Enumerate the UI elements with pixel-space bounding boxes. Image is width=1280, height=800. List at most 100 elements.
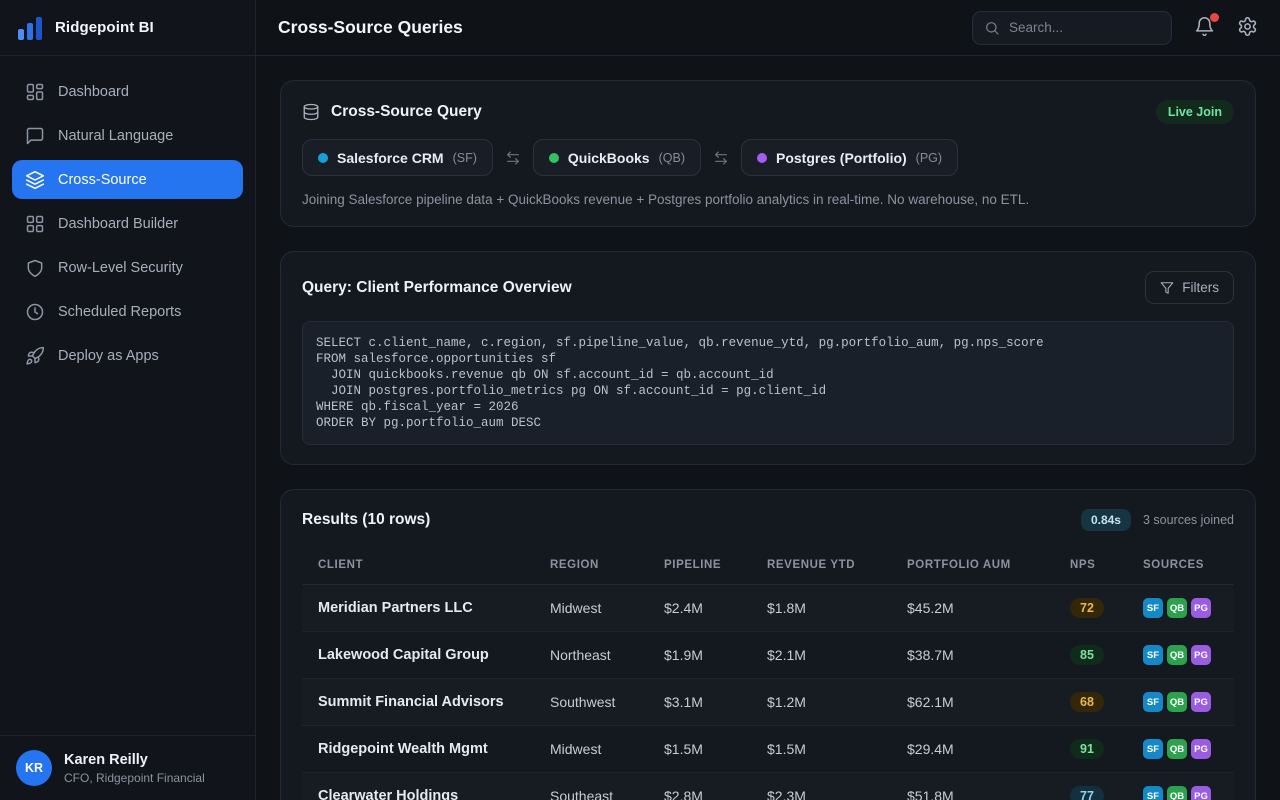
sidebar-item-label: Deploy as Apps [58, 347, 159, 364]
column-header: PIPELINE [664, 558, 722, 571]
page-title: Cross-Source Queries [278, 17, 463, 37]
nps-badge: 91 [1070, 739, 1104, 759]
clock-icon [25, 302, 45, 322]
source-dot [318, 152, 328, 163]
grid-icon [25, 214, 45, 234]
column-header: REGION [550, 558, 599, 571]
sidebar-item-label: Scheduled Reports [58, 303, 182, 320]
sidebar-item-row-level-security[interactable]: Row-Level Security [12, 248, 243, 287]
cross-source-query-card: Cross-Source Query Live Join Salesforce … [280, 80, 1256, 227]
settings-button[interactable] [1237, 16, 1258, 40]
cell-portfolio-aum: $62.1M [907, 694, 954, 710]
column-header: NPS [1070, 558, 1096, 571]
column-header: CLIENT [318, 558, 364, 571]
search-box[interactable] [972, 10, 1172, 45]
join-description: Joining Salesforce pipeline data + Quick… [302, 192, 1030, 207]
table-header-row: CLIENT REGION PIPELINE REVENUE YTD PORTFOLIO… [302, 545, 1234, 585]
cell-region: Southeast [550, 788, 614, 800]
cell-revenue-ytd: $2.1M [767, 647, 806, 663]
sidebar-item-natural-language[interactable]: Natural Language [12, 116, 243, 155]
cell-revenue-ytd: $1.5M [767, 741, 806, 757]
gear-icon [1237, 16, 1258, 37]
bar-chart-icon [18, 16, 44, 40]
sql-query-card: Query: Client Performance Overview Filte… [280, 251, 1256, 465]
source-badge-qb: QB [1167, 739, 1187, 759]
results-table: CLIENT REGION PIPELINE REVENUE YTD PORTFOLIO… [302, 545, 1234, 800]
source-badge-qb: QB [1167, 692, 1187, 712]
sidebar-item-deploy-as-apps[interactable]: Deploy as Apps [12, 336, 243, 375]
cell-region: Southwest [550, 694, 616, 710]
cell-revenue-ytd: $1.2M [767, 694, 806, 710]
table-row[interactable]: Summit Financial Advisors Southwest $3.1M $… [302, 679, 1234, 726]
layers-icon [25, 170, 45, 190]
source-badge-pg: PG [1191, 786, 1211, 800]
source-code: (PG) [915, 150, 943, 165]
source-badge-pg: PG [1191, 692, 1211, 712]
user-name: Karen Reilly [64, 751, 148, 768]
sidebar-item-dashboard[interactable]: Dashboard [12, 72, 243, 111]
cell-region: Northeast [550, 647, 611, 663]
filters-button[interactable]: Filters [1145, 271, 1234, 304]
sidebar-item-cross-source[interactable]: Cross-Source [12, 160, 243, 199]
table-row[interactable]: Clearwater Holdings Southeast $2.8M $2.3M $5… [302, 773, 1234, 800]
search-input[interactable] [1009, 20, 1160, 35]
table-row[interactable]: Meridian Partners LLC Midwest $2.4M $1.8M $4… [302, 585, 1234, 632]
source-dot [757, 152, 767, 163]
bell-icon [1194, 16, 1215, 37]
sidebar-item-label: Cross-Source [58, 171, 147, 188]
user-role: CFO, Ridgepoint Financial [64, 771, 205, 786]
content: Cross-Source Query Live Join Salesforce … [256, 56, 1280, 800]
sql-code: SELECT c.client_name, c.region, sf.pipel… [316, 336, 1044, 430]
shield-icon [25, 258, 45, 278]
user-profile[interactable]: KR Karen Reilly CFO, Ridgepoint Financia… [0, 735, 255, 800]
sidebar-item-scheduled-reports[interactable]: Scheduled Reports [12, 292, 243, 331]
source-chips: Salesforce CRM (SF) QuickBooks (QB) Postgres… [302, 139, 1234, 176]
results-title: Results (10 rows) [302, 511, 431, 528]
card-title: Cross-Source Query [331, 103, 482, 120]
results-card: Results (10 rows) 0.84s 3 sources joined… [280, 489, 1256, 800]
source-badge-qb: QB [1167, 645, 1187, 665]
filter-icon [1160, 281, 1174, 295]
main-area: Cross-Source Queries Cross-Source Query [256, 0, 1280, 800]
filters-label: Filters [1182, 280, 1219, 295]
source-chip-sf[interactable]: Salesforce CRM (SF) [302, 139, 493, 176]
cell-pipeline: $2.4M [664, 600, 703, 616]
cell-client: Meridian Partners LLC [318, 600, 473, 616]
source-chip-qb[interactable]: QuickBooks (QB) [532, 139, 701, 176]
source-name: Postgres (Portfolio) [776, 149, 907, 166]
source-badges: SF QB PG [1143, 692, 1218, 712]
cell-region: Midwest [550, 741, 602, 757]
dashboard-grid-icon [25, 82, 45, 102]
nps-badge: 85 [1070, 645, 1104, 665]
cell-pipeline: $1.5M [664, 741, 703, 757]
source-badges: SF QB PG [1143, 739, 1218, 759]
cell-region: Midwest [550, 600, 602, 616]
chat-bubble-icon [25, 126, 45, 146]
cell-client: Clearwater Holdings [318, 788, 459, 800]
sidebar-item-label: Dashboard [58, 83, 129, 100]
column-header: REVENUE YTD [767, 558, 856, 571]
table-row[interactable]: Ridgepoint Wealth Mgmt Midwest $1.5M $1.5M $… [302, 726, 1234, 773]
source-badges: SF QB PG [1143, 598, 1218, 618]
cell-revenue-ytd: $1.8M [767, 600, 806, 616]
top-bar: Cross-Source Queries [256, 0, 1280, 56]
cell-pipeline: $2.8M [664, 788, 703, 800]
cell-pipeline: $1.9M [664, 647, 703, 663]
swap-arrows-icon [505, 150, 521, 166]
notifications-button[interactable] [1194, 12, 1219, 40]
search-icon [984, 20, 1000, 36]
column-header: PORTFOLIO AUM [907, 558, 1011, 571]
source-badge-pg: PG [1191, 598, 1211, 618]
cell-portfolio-aum: $29.4M [907, 741, 954, 757]
notification-dot [1210, 12, 1219, 22]
table-row[interactable]: Lakewood Capital Group Northeast $1.9M $2.1… [302, 632, 1234, 679]
source-chip-pg[interactable]: Postgres (Portfolio) (PG) [741, 139, 959, 176]
nps-badge: 72 [1070, 598, 1104, 618]
sidebar-item-dashboard-builder[interactable]: Dashboard Builder [12, 204, 243, 243]
sql-code-block[interactable]: SELECT c.client_name, c.region, sf.pipel… [302, 321, 1234, 445]
avatar: KR [16, 750, 52, 786]
source-badge-sf: SF [1143, 645, 1163, 665]
source-badge-pg: PG [1191, 739, 1211, 759]
cell-client: Lakewood Capital Group [318, 647, 489, 663]
source-name: Salesforce CRM [337, 149, 444, 166]
